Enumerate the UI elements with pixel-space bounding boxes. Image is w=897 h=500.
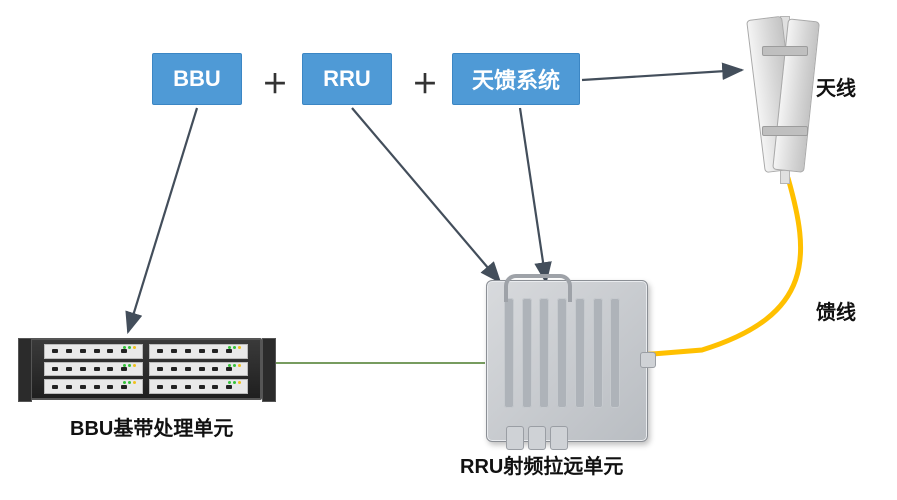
bbu-led bbox=[128, 346, 131, 349]
bbu-port bbox=[185, 385, 191, 389]
bbu-port bbox=[121, 349, 127, 353]
bbu-port bbox=[80, 367, 86, 371]
bbu-port bbox=[121, 367, 127, 371]
feeder-line bbox=[640, 178, 801, 355]
label-bbu-full: BBU基带处理单元 bbox=[70, 412, 233, 441]
bbu-port bbox=[157, 349, 163, 353]
block-rru: RRU bbox=[302, 53, 392, 105]
bbu-port bbox=[171, 385, 177, 389]
bbu-port bbox=[52, 367, 58, 371]
bbu-ear bbox=[262, 338, 276, 402]
antenna-bracket-top bbox=[762, 46, 808, 56]
bbu-port bbox=[226, 367, 232, 371]
rru-fin bbox=[610, 298, 620, 408]
bbu-ear bbox=[18, 338, 32, 402]
bbu-led bbox=[123, 346, 126, 349]
block-antenna-system-label: 天馈系统 bbox=[472, 63, 560, 95]
bbu-port bbox=[94, 349, 100, 353]
bbu-led bbox=[133, 346, 136, 349]
rru-handle bbox=[504, 274, 572, 302]
bbu-port bbox=[52, 385, 58, 389]
rru-fin bbox=[593, 298, 603, 408]
bbu-led bbox=[238, 364, 241, 367]
bbu-port bbox=[212, 367, 218, 371]
rru-fin bbox=[575, 298, 585, 408]
bbu-port bbox=[107, 349, 113, 353]
block-bbu: BBU bbox=[152, 53, 242, 105]
rru-connector bbox=[506, 426, 524, 450]
bbu-led bbox=[133, 364, 136, 367]
rru-connector bbox=[550, 426, 568, 450]
arrow-bbu-to-chassis bbox=[128, 108, 197, 332]
bbu-port bbox=[199, 385, 205, 389]
bbu-port bbox=[107, 367, 113, 371]
bbu-port bbox=[157, 385, 163, 389]
bbu-port bbox=[80, 385, 86, 389]
bbu-port bbox=[80, 349, 86, 353]
rru-feeder-port bbox=[640, 352, 656, 368]
bbu-port bbox=[66, 349, 72, 353]
bbu-port bbox=[226, 385, 232, 389]
rru-fin bbox=[504, 298, 514, 408]
bbu-port bbox=[52, 349, 58, 353]
bbu-port bbox=[171, 349, 177, 353]
bbu-port bbox=[185, 367, 191, 371]
rru-fin bbox=[522, 298, 532, 408]
bbu-port bbox=[185, 349, 191, 353]
arrow-antblk-to-rrubox bbox=[520, 108, 546, 282]
bbu-port bbox=[66, 385, 72, 389]
bbu-led bbox=[228, 364, 231, 367]
diagram-stage: { "canvas": { "width": 897, "height": 50… bbox=[0, 0, 897, 500]
bbu-port bbox=[199, 367, 205, 371]
antenna-bracket-bottom bbox=[762, 126, 808, 136]
rru-connector bbox=[528, 426, 546, 450]
bbu-port bbox=[66, 367, 72, 371]
bbu-led bbox=[123, 364, 126, 367]
bbu-port bbox=[157, 367, 163, 371]
bbu-port bbox=[171, 367, 177, 371]
rru-fin bbox=[557, 298, 567, 408]
block-rru-label: RRU bbox=[323, 66, 371, 92]
bbu-port bbox=[226, 349, 232, 353]
bbu-port bbox=[212, 385, 218, 389]
arrow-antblk-to-panel bbox=[582, 70, 742, 80]
label-feeder: 馈线 bbox=[816, 296, 856, 325]
bbu-port bbox=[212, 349, 218, 353]
rru-fin bbox=[539, 298, 549, 408]
bbu-led bbox=[233, 364, 236, 367]
plus-2: ＋ bbox=[412, 64, 438, 101]
bbu-port bbox=[107, 385, 113, 389]
arrow-rru-to-rrubox bbox=[352, 108, 500, 282]
plus-1: ＋ bbox=[262, 64, 288, 101]
label-antenna: 天线 bbox=[816, 72, 856, 101]
bbu-port bbox=[199, 349, 205, 353]
bbu-port bbox=[121, 385, 127, 389]
block-antenna-system: 天馈系统 bbox=[452, 53, 580, 105]
block-bbu-label: BBU bbox=[173, 66, 221, 92]
bbu-led bbox=[238, 346, 241, 349]
bbu-port bbox=[94, 385, 100, 389]
label-rru-full: RRU射频拉远单元 bbox=[460, 450, 623, 479]
bbu-led bbox=[228, 346, 231, 349]
bbu-port bbox=[94, 367, 100, 371]
bbu-led bbox=[128, 364, 131, 367]
bbu-led bbox=[233, 346, 236, 349]
